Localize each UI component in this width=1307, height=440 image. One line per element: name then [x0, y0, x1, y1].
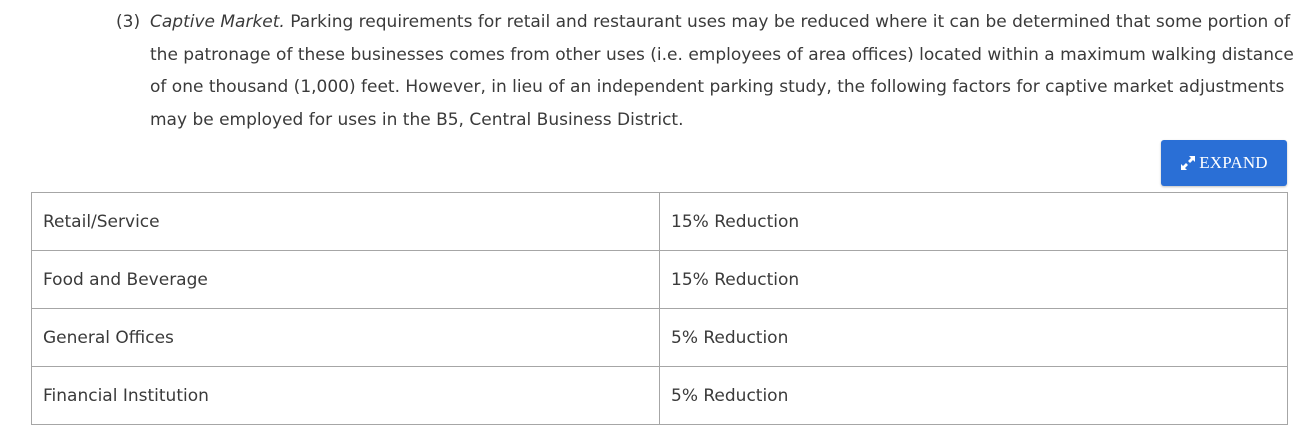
section-title: Captive Market.	[150, 12, 285, 32]
table-cell-use: General Offices	[31, 308, 660, 367]
section-body: Captive Market. Parking requirements for…	[150, 6, 1296, 136]
table-cell-factor: 5% Reduction	[659, 366, 1288, 425]
expand-arrows-icon	[1181, 156, 1196, 170]
section-paragraph: (3) Captive Market. Parking requirements…	[116, 6, 1296, 136]
expand-button-label: EXPAND	[1199, 153, 1268, 172]
table-row: General Offices 5% Reduction	[31, 308, 1288, 367]
table-cell-factor: 15% Reduction	[659, 250, 1288, 309]
table-cell-use: Financial Institution	[31, 366, 660, 425]
table-row: Financial Institution 5% Reduction	[31, 366, 1288, 425]
table-cell-factor: 15% Reduction	[659, 192, 1288, 251]
captive-market-table: Retail/Service 15% Reduction Food and Be…	[31, 192, 1288, 425]
table-cell-use: Retail/Service	[31, 192, 660, 251]
table-row: Retail/Service 15% Reduction	[31, 192, 1288, 251]
table-cell-factor: 5% Reduction	[659, 308, 1288, 367]
expand-button[interactable]: EXPAND	[1161, 140, 1287, 186]
table-cell-use: Food and Beverage	[31, 250, 660, 309]
section-text: Parking requirements for retail and rest…	[150, 12, 1294, 130]
table-row: Food and Beverage 15% Reduction	[31, 250, 1288, 309]
section-number: (3)	[116, 12, 141, 32]
